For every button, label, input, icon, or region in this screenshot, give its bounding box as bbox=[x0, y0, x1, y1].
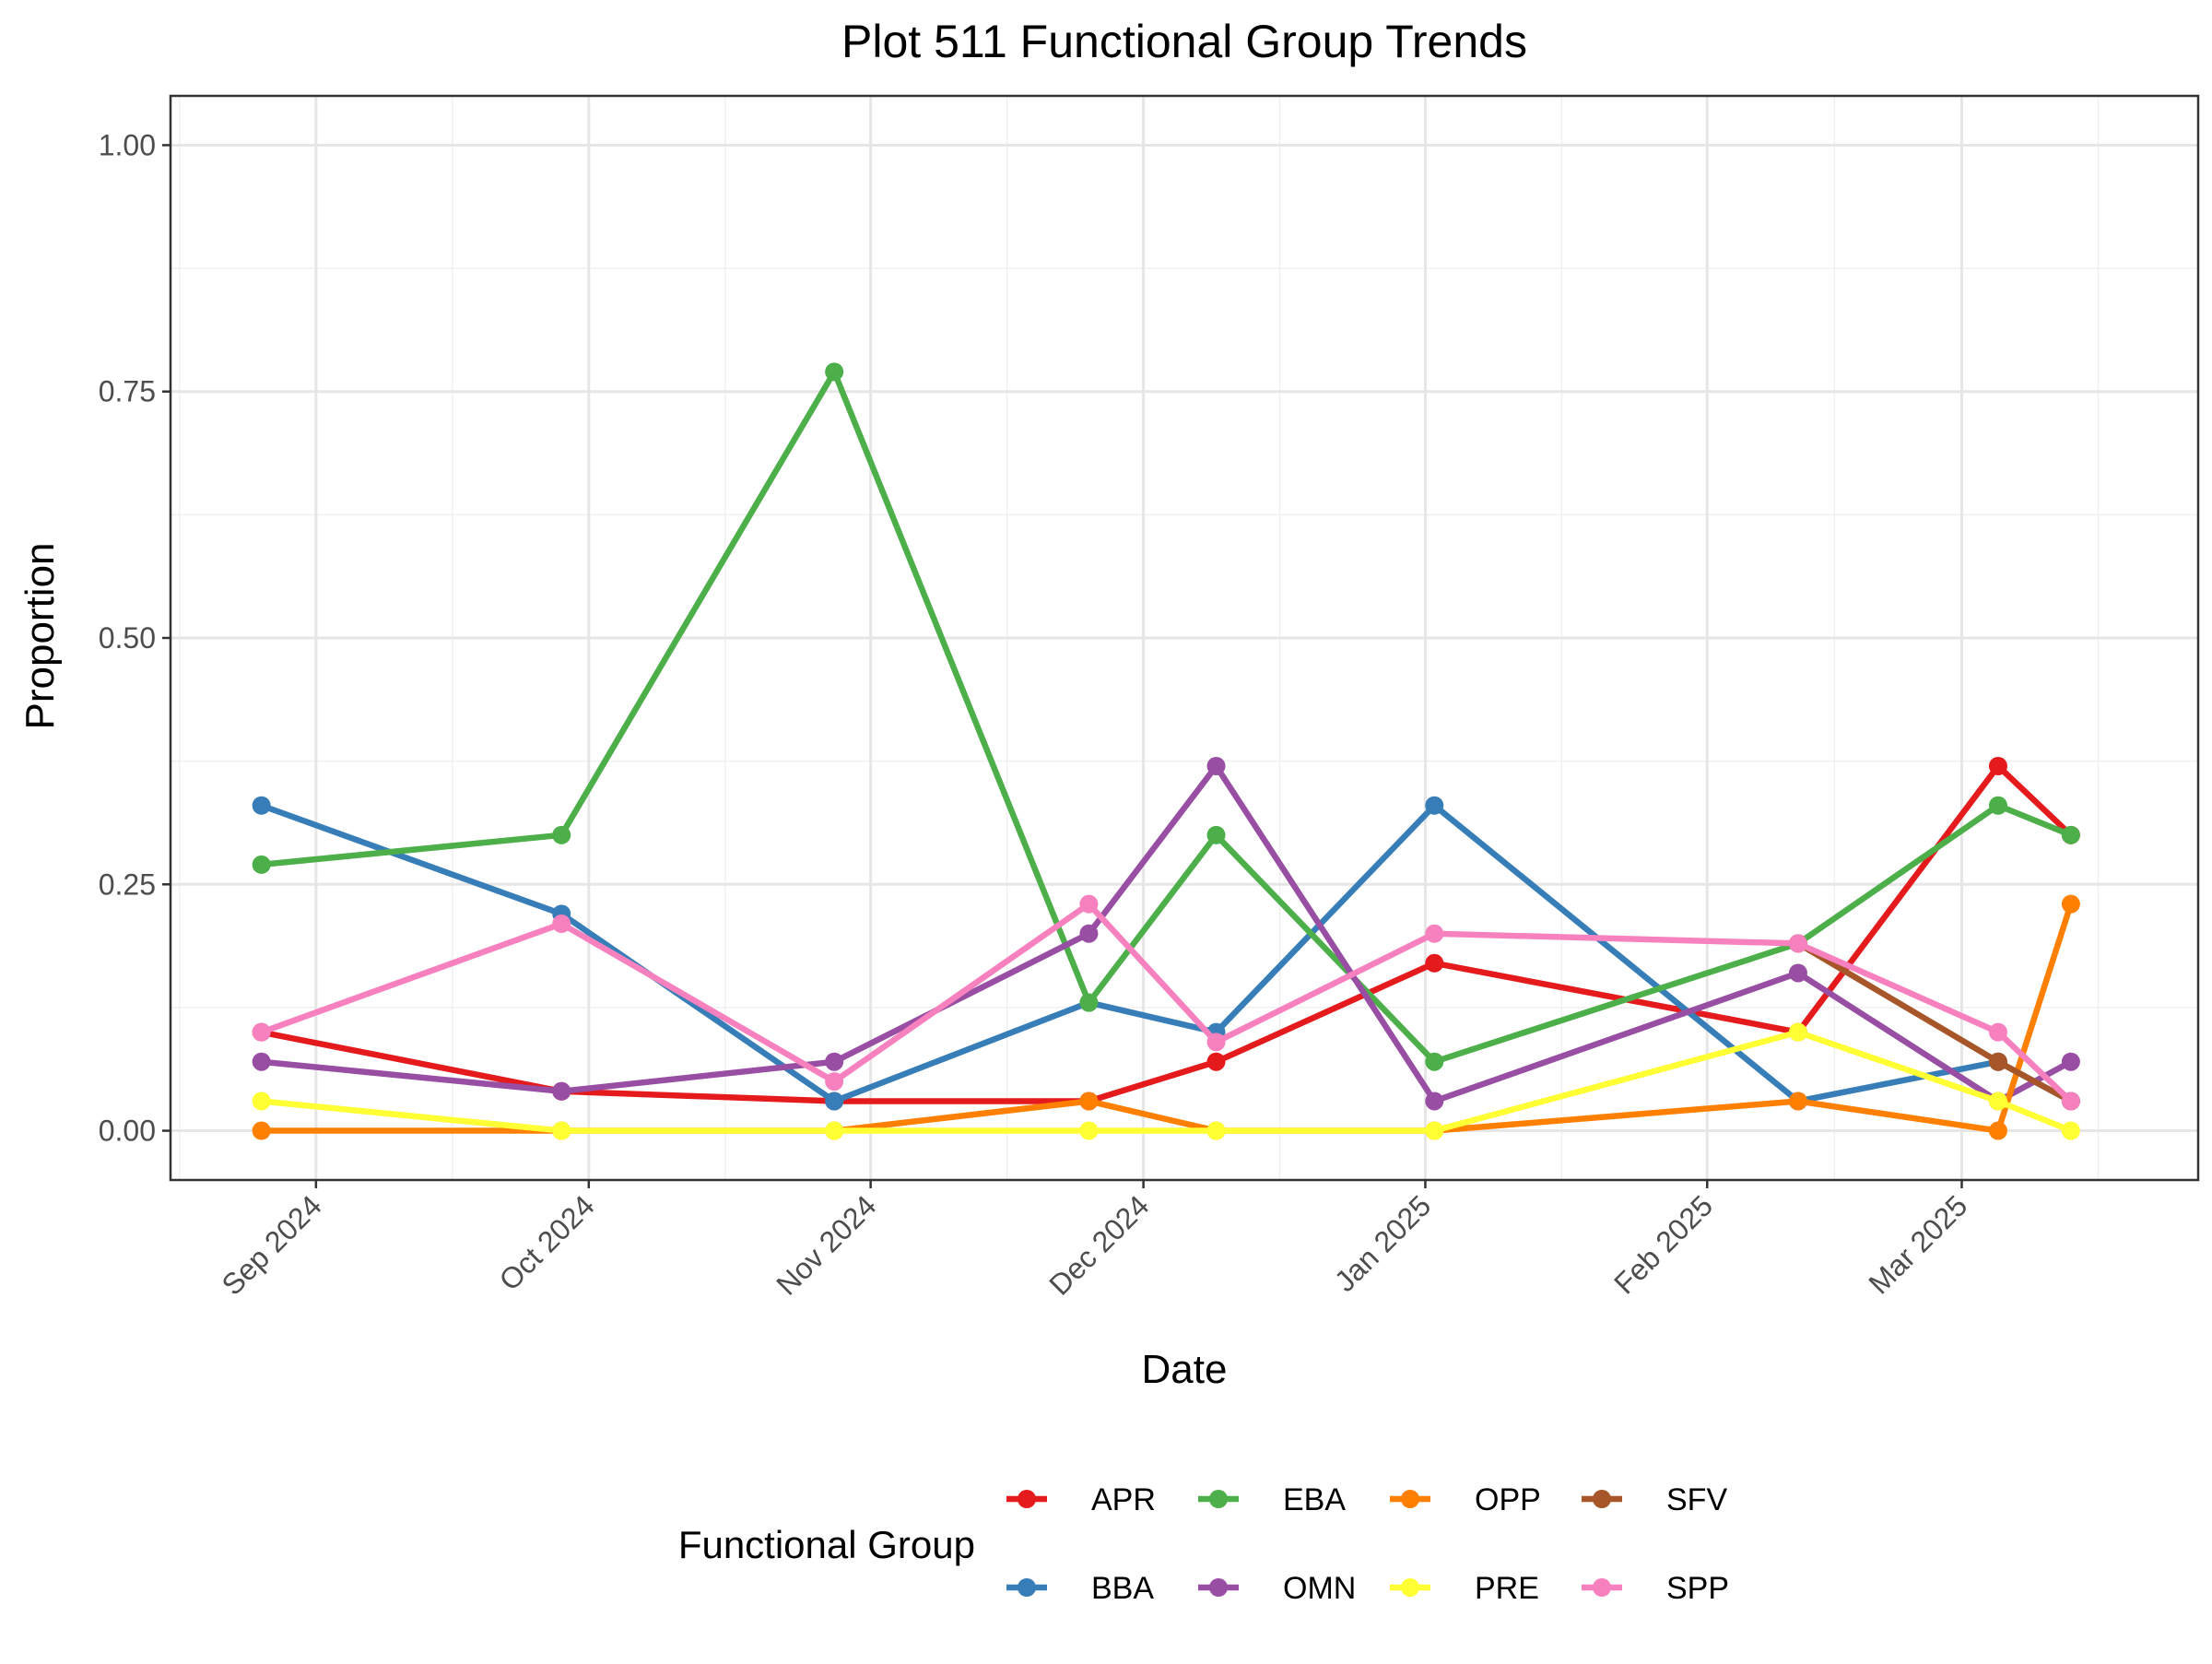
x-axis-title: Date bbox=[1142, 1347, 1228, 1392]
data-point bbox=[1425, 924, 1444, 943]
data-point bbox=[1079, 1092, 1099, 1111]
data-point bbox=[1079, 894, 1099, 914]
data-point bbox=[2061, 1121, 2080, 1140]
legend-key-point bbox=[1401, 1578, 1419, 1597]
legend-label: OPP bbox=[1475, 1482, 1541, 1517]
y-tick-label: 0.50 bbox=[99, 621, 156, 655]
data-point bbox=[2061, 894, 2080, 914]
legend-key-point bbox=[1018, 1578, 1036, 1597]
x-tick-label: Dec 2024 bbox=[1042, 1188, 1155, 1301]
data-point bbox=[1206, 1033, 1226, 1052]
data-point bbox=[1988, 1092, 2007, 1111]
x-tick-label: Jan 2025 bbox=[1328, 1188, 1438, 1298]
legend-key-point bbox=[1401, 1490, 1419, 1508]
data-point bbox=[252, 1052, 271, 1071]
data-point bbox=[1206, 1121, 1226, 1140]
legend: Functional Group APR BBA EBA OMN OPP PRE SFV SP… bbox=[678, 1482, 1729, 1606]
legend-item-bba: BBA bbox=[1006, 1571, 1154, 1606]
data-point bbox=[1988, 1052, 2007, 1071]
data-point bbox=[825, 1121, 844, 1140]
data-point bbox=[1206, 1052, 1226, 1071]
legend-item-pre: PRE bbox=[1390, 1571, 1539, 1606]
series-spp bbox=[252, 894, 2080, 1111]
legend-key-point bbox=[1593, 1490, 1611, 1508]
y-tick-label: 0.00 bbox=[99, 1115, 156, 1148]
data-point bbox=[1425, 953, 1444, 973]
y-axis-title: Proportion bbox=[18, 542, 63, 729]
data-point bbox=[1788, 1022, 1807, 1042]
x-tick-label: Sep 2024 bbox=[215, 1188, 327, 1301]
legend-item-apr: APR bbox=[1006, 1482, 1156, 1517]
data-point bbox=[1425, 796, 1444, 815]
legend-label: EBA bbox=[1283, 1482, 1346, 1517]
legend-key-point bbox=[1018, 1490, 1036, 1508]
data-point bbox=[1079, 924, 1099, 943]
data-point bbox=[1988, 796, 2007, 815]
legend-item-sfv: SFV bbox=[1582, 1482, 1727, 1517]
series-pre bbox=[252, 1022, 2080, 1140]
data-point bbox=[825, 1052, 844, 1071]
data-point bbox=[2061, 1092, 2080, 1111]
data-point bbox=[252, 1022, 271, 1042]
legend-label: BBA bbox=[1091, 1571, 1154, 1606]
x-tick-label: Oct 2024 bbox=[492, 1188, 600, 1296]
data-point bbox=[552, 915, 571, 934]
legend-label: SPP bbox=[1666, 1571, 1729, 1606]
data-point bbox=[1425, 1052, 1444, 1071]
legend-item-spp: SPP bbox=[1582, 1571, 1729, 1606]
data-point bbox=[1788, 963, 1807, 983]
data-point bbox=[1988, 1022, 2007, 1042]
chart-title: Plot 511 Functional Group Trends bbox=[841, 16, 1527, 67]
data-point bbox=[1788, 934, 1807, 953]
data-point bbox=[552, 1081, 571, 1101]
data-point bbox=[252, 796, 271, 815]
data-point bbox=[1206, 825, 1226, 844]
legend-label: OMN bbox=[1283, 1571, 1356, 1606]
data-point bbox=[1079, 1121, 1099, 1140]
data-point bbox=[825, 1092, 844, 1111]
legend-item-omn: OMN bbox=[1198, 1571, 1356, 1606]
x-tick-label: Feb 2025 bbox=[1607, 1188, 1719, 1300]
legend-label: SFV bbox=[1666, 1482, 1727, 1517]
data-point bbox=[252, 1092, 271, 1111]
legend-label: APR bbox=[1091, 1482, 1156, 1517]
data-point bbox=[552, 1121, 571, 1140]
legend-item-eba: EBA bbox=[1198, 1482, 1346, 1517]
legend-label: PRE bbox=[1475, 1571, 1539, 1606]
x-tick-label: Mar 2025 bbox=[1862, 1188, 1973, 1300]
data-point bbox=[1425, 1121, 1444, 1140]
data-point bbox=[2061, 1052, 2080, 1071]
data-point bbox=[825, 1072, 844, 1092]
legend-item-opp: OPP bbox=[1390, 1482, 1541, 1517]
data-point bbox=[2061, 825, 2080, 844]
legend-key-point bbox=[1209, 1490, 1228, 1508]
y-tick-label: 1.00 bbox=[99, 128, 156, 161]
data-point bbox=[1425, 1092, 1444, 1111]
data-point bbox=[1988, 756, 2007, 775]
legend-key-point bbox=[1209, 1578, 1228, 1597]
data-point bbox=[552, 825, 571, 844]
legend-key-point bbox=[1593, 1578, 1611, 1597]
data-point bbox=[1079, 993, 1099, 1012]
data-point bbox=[252, 855, 271, 874]
data-point bbox=[825, 362, 844, 382]
data-point bbox=[1788, 1092, 1807, 1111]
y-tick-label: 0.75 bbox=[99, 375, 156, 408]
data-point bbox=[1206, 756, 1226, 775]
legend-title: Functional Group bbox=[678, 1523, 975, 1566]
data-point bbox=[1988, 1121, 2007, 1140]
x-tick-label: Nov 2024 bbox=[770, 1188, 882, 1301]
series-lines bbox=[252, 362, 2080, 1140]
y-tick-label: 0.25 bbox=[99, 867, 156, 901]
data-point bbox=[252, 1121, 271, 1140]
